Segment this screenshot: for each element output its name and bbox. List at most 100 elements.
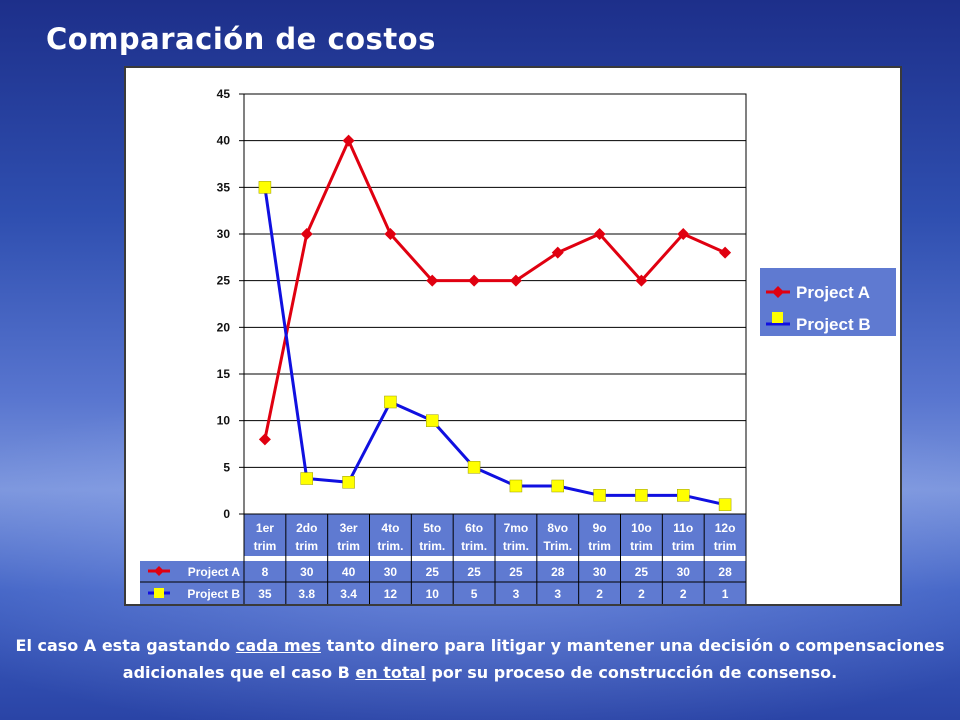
project-a-cell-8: 28 [551,565,565,579]
category-label-1: 1er trim [254,521,277,553]
category-label-4: 4to trim. [377,521,403,553]
category-label-line: 11o [673,521,693,535]
project-a-legend-marker [772,286,784,298]
project-a-point-2 [300,228,313,240]
project-b-point-5 [426,414,439,427]
project-a-point-9 [593,228,606,240]
category-label-3: 3er trim [337,521,360,553]
project-a-row-label: Project A [188,565,241,579]
project-a-point-3 [342,134,355,147]
series-lines [258,134,732,511]
category-label-line: 3er [340,521,358,535]
project-b-legend-label: Project B [796,315,871,334]
category-label-12: 12o trim [714,521,737,553]
category-label-11: 11o trim [672,521,695,553]
category-label-line: 12o [715,521,736,535]
project-a-point-5 [426,274,439,287]
project-a-line [263,139,726,440]
category-label-5: 5to trim. [419,521,445,553]
project-b-cell-10: 2 [638,587,645,601]
project-a-legend-label: Project A [796,283,870,302]
project-b-cell-8: 3 [554,587,561,601]
project-b-cell-7: 3 [513,587,520,601]
project-a-cell-2: 30 [300,565,314,579]
project-a-row-key-marker [154,566,164,576]
project-b-point-8 [551,479,564,493]
y-tick-label-0: 0 [223,507,230,521]
project-b-cell-5: 10 [426,587,440,601]
category-label-line: Trim. [543,539,572,553]
category-label-10: 10o trim [630,521,653,553]
category-label-line: trim [630,539,653,553]
y-tick-label-30: 30 [217,227,231,241]
slide-title: Comparación de costos [46,22,436,56]
category-label-line: trim [588,539,611,553]
category-label-line: trim. [461,539,487,553]
project-b-cell-9: 2 [596,587,603,601]
project-b-row-key-marker [154,588,164,598]
project-a-point-11 [677,228,690,240]
project-b-line [263,187,726,507]
project-a-point-6 [468,274,481,287]
project-a-point-1 [258,433,271,446]
category-label-6: 6to trim. [461,521,487,553]
caption-part-2: tanto dinero para litigar y mantener una… [122,636,945,682]
category-label-line: 9o [593,521,607,535]
category-label-line: 5to [423,521,441,535]
project-a-cell-7: 25 [509,565,523,579]
project-b-cell-4: 12 [384,587,398,601]
category-label-8: 8vo Trim. [543,521,572,553]
project-b-cell-12: 1 [722,587,729,601]
y-tick-label-10: 10 [217,414,231,428]
data-table: Project A 8 30 40 30 25 25 25 28 30 25 30 28Project … [140,565,746,601]
project-b-cell-2: 3.8 [298,587,315,601]
project-a-cell-6: 25 [467,565,481,579]
project-b-point-12 [718,498,732,511]
category-label-2: 2do trim [295,521,318,553]
project-a-point-4 [384,228,397,240]
project-b-point-3 [342,476,355,489]
category-label-line: trim [295,539,318,553]
project-a-cell-3: 40 [342,565,356,579]
project-b-point-6 [467,461,481,474]
project-b-point-7 [509,479,523,493]
project-b-cell-6: 5 [471,587,478,601]
project-a-cell-9: 30 [593,565,607,579]
category-label-line: trim. [503,539,529,553]
caption-part-3: por su proceso de construcción de consen… [425,663,838,682]
y-tick-label-5: 5 [223,460,230,474]
y-tick-label-20: 20 [217,320,231,334]
y-axis-tick-labels: 0 5 10 15 20 25 30 35 40 45 [217,87,231,521]
project-b-point-1 [258,181,272,194]
y-tick-label-25: 25 [217,274,231,288]
project-a-point-10 [635,274,648,287]
project-a-point-8 [551,246,564,259]
y-tick-label-45: 45 [217,87,231,101]
project-b-point-4 [384,395,397,409]
category-label-line: 4to [381,521,399,535]
project-b-legend-marker [772,312,783,323]
y-tick-label-15: 15 [217,367,231,381]
project-b-cell-3: 3.4 [340,587,357,601]
caption-part-1: El caso A esta gastando [15,636,236,655]
category-label-line: 8vo [547,521,568,535]
category-label-line: trim [672,539,695,553]
legend: Project A Project B [766,283,871,334]
category-label-line: trim [714,539,737,553]
project-b-point-9 [593,489,606,502]
project-a-cell-4: 30 [384,565,398,579]
category-label-line: 1er [256,521,274,535]
category-label-line: 6to [465,521,483,535]
y-tick-label-35: 35 [217,180,231,194]
project-a-cell-1: 8 [262,565,269,579]
category-label-line: 7mo [504,521,529,535]
project-a-point-12 [719,246,732,259]
slide-caption: El caso A esta gastando cada mes tanto d… [0,632,960,686]
chart-frame: 0 5 10 15 20 25 30 35 40 45 1er trim 2do trim 3er trim… [124,66,902,606]
project-b-cell-1: 35 [258,587,272,601]
project-b-row-label: Project B [187,587,240,601]
category-label-line: trim. [377,539,403,553]
category-label-line: trim [337,539,360,553]
